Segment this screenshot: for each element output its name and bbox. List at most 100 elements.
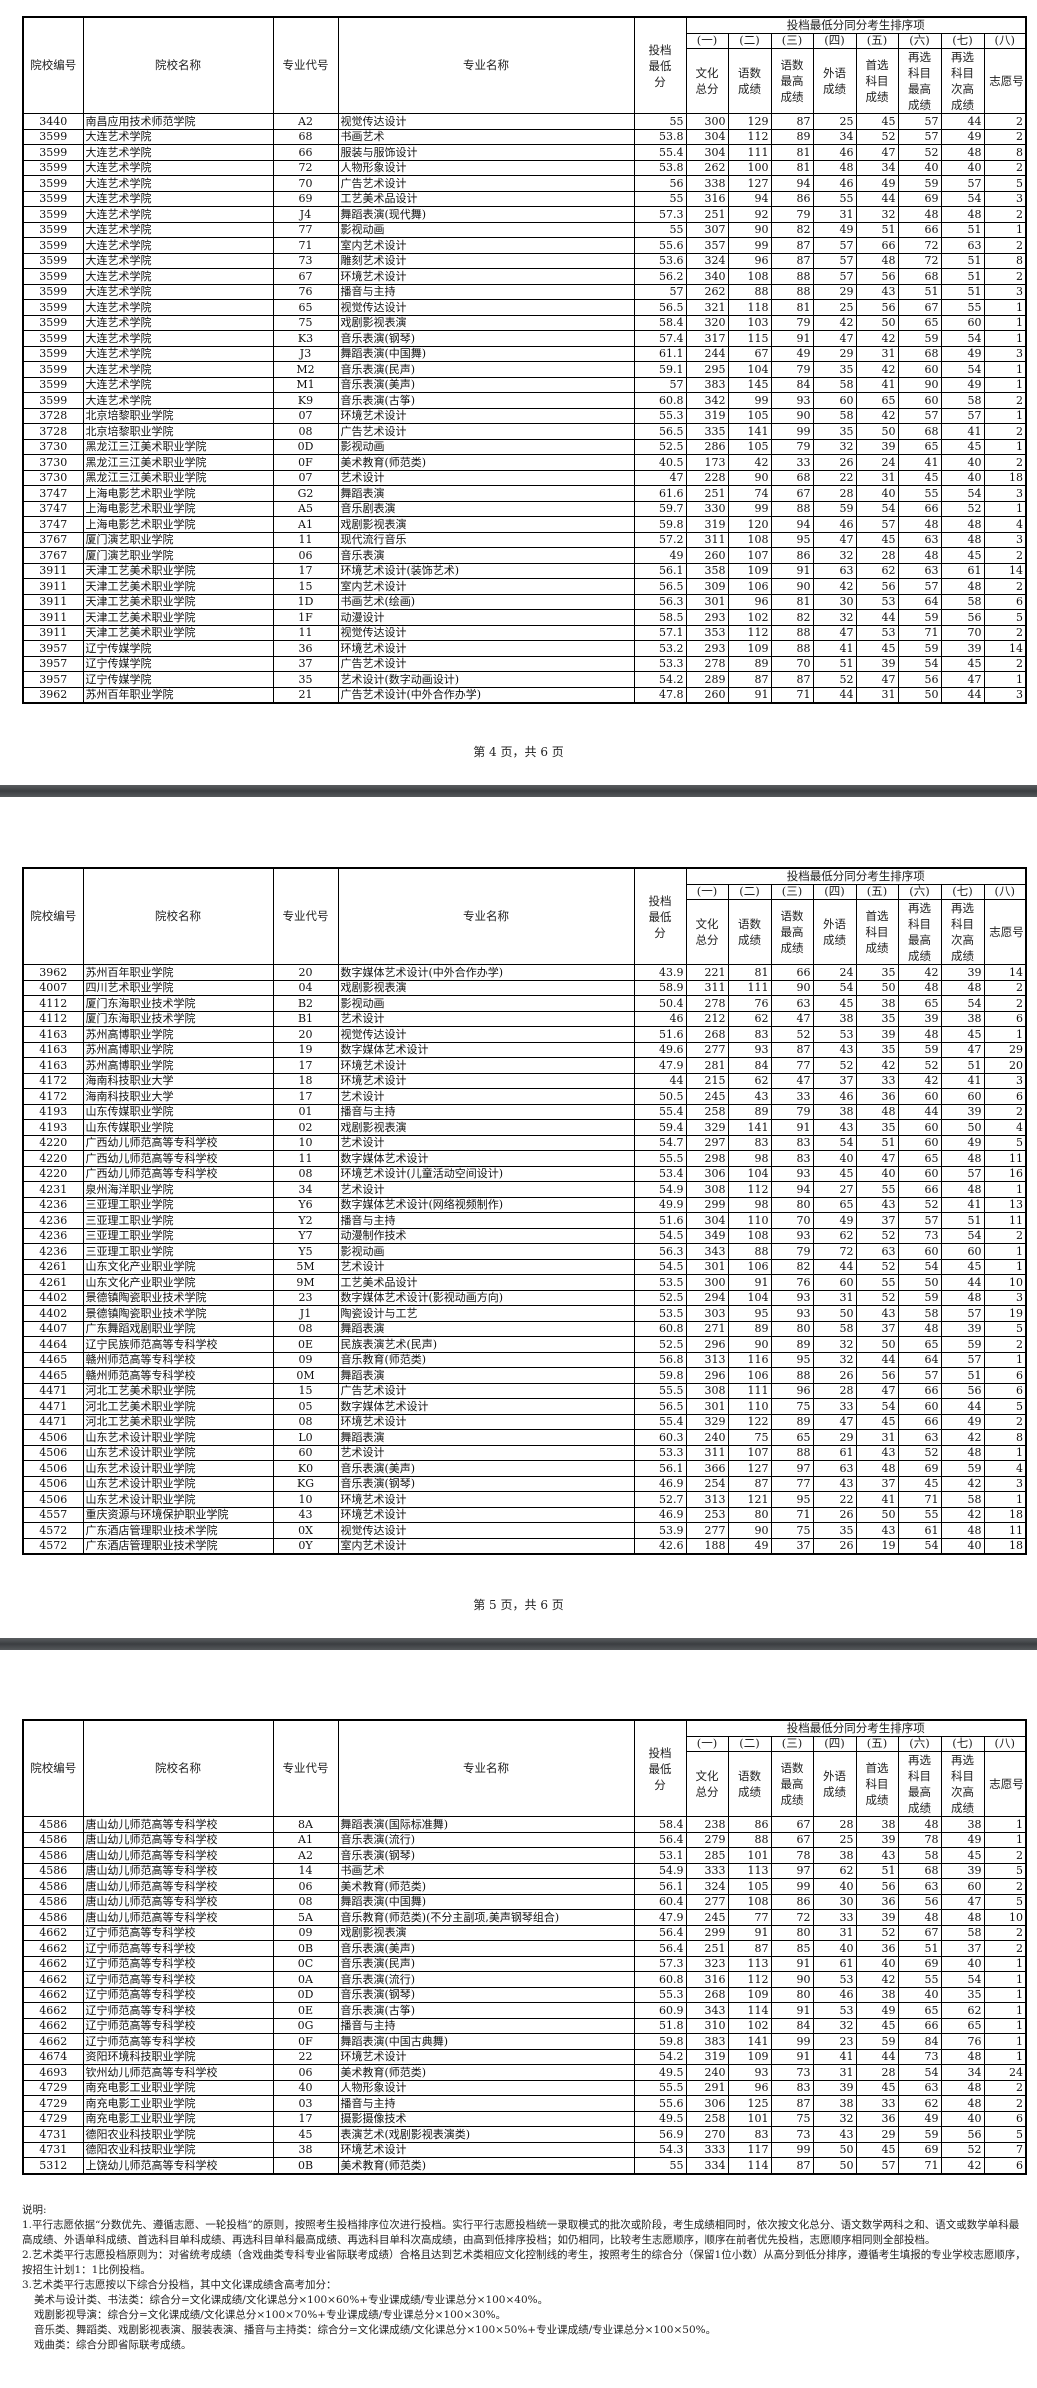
cell-foreign-lang: 26 — [812, 454, 857, 471]
major-name: 戏剧影视表演 — [337, 516, 635, 533]
school-name: 辽宁师范高等专科学校 — [82, 2002, 274, 2019]
header-tiebreak-label: 语数最高成绩 — [770, 899, 814, 965]
header-tiebreak-label: 语数最高成绩 — [770, 48, 814, 114]
cell-cm-max: 71 — [770, 1506, 814, 1523]
header-tiebreak-label: 志愿号 — [983, 48, 1027, 114]
cell-first-subject: 48 — [855, 1103, 899, 1120]
cell-second-max: 54 — [897, 1537, 942, 1555]
cell-second-next: 45 — [940, 438, 985, 455]
cell-preference-no: 6 — [983, 1010, 1027, 1027]
school-code: 4471 — [22, 1382, 84, 1399]
cell-foreign-lang: 31 — [812, 1924, 857, 1941]
note-formula: 戏剧影视导演：综合分=文化课成绩/文化课总分×100×70%+专业课成绩/专业课… — [34, 2309, 507, 2321]
school-name: 辽宁师范高等专科学校 — [82, 1940, 274, 1957]
major-code: 17 — [272, 1057, 339, 1074]
major-name: 视觉传达设计 — [337, 624, 635, 641]
cell-second-next: 48 — [940, 1444, 985, 1461]
cell-first-subject: 34 — [855, 159, 899, 176]
cell-chinese-math: 107 — [727, 547, 772, 564]
major-name: 数字媒体艺术设计 — [337, 1398, 635, 1415]
major-code: B1 — [272, 1010, 339, 1027]
major-name: 艺术设计 — [337, 1010, 635, 1027]
table-row: 4236 三亚理工职业学院 Y7 动漫制作技术 54.5 349 108 93 62 52 73 54… — [22, 1227, 1027, 1244]
cell-first-subject: 36 — [855, 2110, 899, 2127]
school-code: 4731 — [22, 2126, 84, 2143]
major-name: 播音与主持 — [337, 2017, 635, 2034]
cell-preference-no: 5 — [983, 1320, 1027, 1337]
cell-foreign-lang: 59 — [812, 500, 857, 517]
cell-chinese-math: 113 — [727, 1955, 772, 1972]
major-name: 书画艺术 — [337, 128, 635, 145]
cell-second-max: 63 — [897, 1429, 942, 1446]
school-name: 唐山幼儿师范高等专科学校 — [82, 1847, 274, 1864]
major-name: 音乐表演 — [337, 547, 635, 564]
cell-first-subject: 51 — [855, 221, 899, 238]
major-name: 室内艺术设计 — [337, 1537, 635, 1555]
cell-foreign-lang: 54 — [812, 1134, 857, 1151]
cell-cm-max: 82 — [770, 1258, 814, 1275]
cell-preference-no: 1 — [983, 1491, 1027, 1508]
cell-second-next: 45 — [940, 655, 985, 672]
cell-cm-max: 79 — [770, 1103, 814, 1120]
min-score: 60.8 — [633, 392, 687, 409]
min-score: 59.8 — [633, 1367, 687, 1384]
cell-chinese-math: 141 — [727, 423, 772, 440]
cell-second-next: 48 — [940, 578, 985, 595]
cell-cm-max: 99 — [770, 1878, 814, 1895]
cell-second-max: 73 — [897, 1227, 942, 1244]
major-code: Y7 — [272, 1227, 339, 1244]
cell-culture-total: 329 — [685, 1119, 729, 1136]
major-code: A5 — [272, 500, 339, 517]
cell-second-max: 41 — [897, 454, 942, 471]
cell-foreign-lang: 60 — [812, 1274, 857, 1291]
cell-preference-no: 11 — [983, 1150, 1027, 1167]
cell-second-next: 48 — [940, 206, 985, 223]
cell-preference-no: 3 — [983, 1289, 1027, 1306]
cell-first-subject: 56 — [855, 1367, 899, 1384]
major-code: 17 — [272, 562, 339, 579]
cell-culture-total: 240 — [685, 1429, 729, 1446]
cell-second-max: 63 — [897, 531, 942, 548]
major-name: 播音与主持 — [337, 283, 635, 300]
major-code: 06 — [272, 1878, 339, 1895]
major-code: G2 — [272, 485, 339, 502]
cell-preference-no: 5 — [983, 1398, 1027, 1415]
major-code: 08 — [272, 1893, 339, 1910]
cell-preference-no: 1 — [983, 1243, 1027, 1260]
header-tiebreak-label: 志愿号 — [983, 1751, 1027, 1817]
cell-second-next: 44 — [940, 113, 985, 130]
cell-foreign-lang: 60 — [812, 392, 857, 409]
major-code: 10 — [272, 1134, 339, 1151]
cell-second-max: 67 — [897, 1924, 942, 1941]
major-name: 音乐表演(流行) — [337, 1831, 635, 1848]
school-name: 大连艺术学院 — [82, 206, 274, 223]
cell-foreign-lang: 46 — [812, 516, 857, 533]
cell-first-subject: 49 — [855, 175, 899, 192]
cell-second-max: 48 — [897, 516, 942, 533]
cell-second-max: 58 — [897, 1305, 942, 1322]
header-min-score: 投档最低分 — [633, 16, 687, 114]
cell-cm-max: 33 — [770, 1088, 814, 1105]
cell-second-max: 45 — [897, 469, 942, 486]
cell-preference-no: 1 — [983, 1026, 1027, 1043]
cell-culture-total: 321 — [685, 299, 729, 316]
cell-cm-max: 84 — [770, 2017, 814, 2034]
cell-foreign-lang: 22 — [812, 469, 857, 486]
cell-second-max: 57 — [897, 1212, 942, 1229]
cell-cm-max: 95 — [770, 1491, 814, 1508]
cell-culture-total: 293 — [685, 609, 729, 626]
major-name: 戏剧影视表演 — [337, 1924, 635, 1941]
school-name: 天津工艺美术职业学院 — [82, 593, 274, 610]
cell-second-max: 69 — [897, 190, 942, 207]
cell-foreign-lang: 62 — [812, 1862, 857, 1879]
school-code: 3599 — [22, 206, 84, 223]
cell-cm-max: 88 — [770, 500, 814, 517]
cell-cm-max: 79 — [770, 314, 814, 331]
cell-chinese-math: 101 — [727, 1847, 772, 1864]
cell-chinese-math: 89 — [727, 1320, 772, 1337]
major-name: 数字媒体艺术设计(网络视频制作) — [337, 1196, 635, 1213]
cell-second-next: 51 — [940, 1212, 985, 1229]
min-score: 55 — [633, 190, 687, 207]
cell-first-subject: 55 — [855, 1181, 899, 1198]
cell-cm-max: 97 — [770, 1460, 814, 1477]
